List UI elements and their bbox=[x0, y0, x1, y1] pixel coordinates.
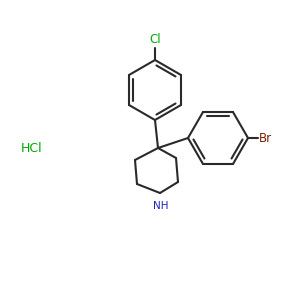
Text: HCl: HCl bbox=[21, 142, 43, 154]
Text: Br: Br bbox=[259, 131, 272, 145]
Text: NH: NH bbox=[153, 201, 169, 211]
Text: Cl: Cl bbox=[149, 33, 161, 46]
